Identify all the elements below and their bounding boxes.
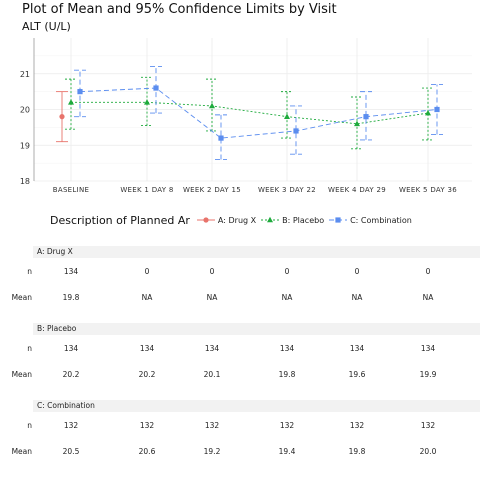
legend-key-marker xyxy=(267,216,274,223)
row-label: n xyxy=(27,421,32,430)
row-label: Mean xyxy=(11,370,32,379)
table-cell: NA xyxy=(422,293,434,302)
x-tick-label: WEEK 3 DAY 22 xyxy=(258,186,316,194)
table-cell: 20.2 xyxy=(62,370,80,379)
legend-label: B: Placebo xyxy=(282,215,325,225)
table-cell: NA xyxy=(351,293,363,302)
row-label: Mean xyxy=(11,293,32,302)
legend-key-marker xyxy=(335,217,341,223)
mean-point xyxy=(209,102,215,109)
series-line xyxy=(79,87,438,139)
table-cell: 134 xyxy=(139,344,155,353)
series-b-placebo xyxy=(65,76,434,150)
mean-point xyxy=(68,99,74,105)
x-tick-label: WEEK 4 DAY 29 xyxy=(328,186,386,194)
table-cell: 20.5 xyxy=(62,447,80,456)
mean-point xyxy=(77,89,83,95)
mean-point xyxy=(153,85,159,91)
mean-point xyxy=(293,128,299,134)
table-cell: 19.6 xyxy=(348,370,366,379)
table-cell: 20.0 xyxy=(419,447,437,456)
mean-point xyxy=(59,114,65,120)
table-cell: 20.6 xyxy=(138,447,156,456)
legend-item: B: Placebo xyxy=(260,215,324,225)
mean-point xyxy=(425,109,431,116)
table-cell: 132 xyxy=(139,421,155,430)
mean-point xyxy=(363,114,369,120)
x-tick-label: WEEK 2 DAY 15 xyxy=(183,186,241,194)
legend: Description of Planned Ar A: Drug X B: Pl… xyxy=(50,212,412,228)
table-cell: 134 xyxy=(420,344,436,353)
table-row: Mean 19.8 NA NA NA NA NA xyxy=(0,292,480,304)
group-header: C: Combination xyxy=(33,400,480,412)
table-cell: 0 xyxy=(144,267,150,276)
mean-point xyxy=(144,99,150,105)
table-cell: 134 xyxy=(279,344,295,353)
table-cell: 20.2 xyxy=(138,370,156,379)
table-cell: 132 xyxy=(63,421,79,430)
table-cell: 0 xyxy=(209,267,215,276)
table-cell: 19.8 xyxy=(278,370,296,379)
table-row: n 132 132 132 132 132 132 xyxy=(0,420,480,432)
table-cell: NA xyxy=(281,293,293,302)
legend-title: Description of Planned Ar xyxy=(50,213,190,227)
table-cell: 132 xyxy=(349,421,365,430)
x-tick-label: WEEK 5 DAY 36 xyxy=(399,186,457,194)
legend-label: A: Drug X xyxy=(217,215,257,225)
table-cell: NA xyxy=(141,293,153,302)
chart-title: Plot of Mean and 95% Confidence Limits b… xyxy=(22,2,337,17)
table-row: n 134 0 0 0 0 0 xyxy=(0,266,480,278)
table-cell: 19.4 xyxy=(278,447,296,456)
table-cell: 132 xyxy=(279,421,295,430)
table-cell: 0 xyxy=(354,267,360,276)
legend-label: C: Combination xyxy=(350,215,412,225)
y-tick-label: 21 xyxy=(20,70,30,79)
legend-key-marker xyxy=(203,217,209,223)
mean-point xyxy=(354,120,360,127)
mean-point xyxy=(434,106,440,113)
table-group: B: Placebo n 134 134 134 134 134 134 Mean 20.2 20.… xyxy=(0,323,480,400)
chart-subtitle: ALT (U/L) xyxy=(22,20,71,33)
x-tick-label: BASELINE xyxy=(53,186,89,194)
group-header: A: Drug X xyxy=(33,246,480,258)
y-tick-label: 20 xyxy=(20,106,30,115)
legend-item: C: Combination xyxy=(328,215,412,225)
table-row: Mean 20.5 20.6 19.2 19.4 19.8 20.0 xyxy=(0,446,480,458)
table-cell: 132 xyxy=(420,421,436,430)
table-cell: 134 xyxy=(63,267,79,276)
table-cell: 19.8 xyxy=(62,293,80,302)
legend-item: A: Drug X xyxy=(196,215,256,225)
y-tick-label: 19 xyxy=(20,141,30,150)
legend-key-icon xyxy=(329,217,348,223)
table-cell: 134 xyxy=(204,344,220,353)
table-cell: NA xyxy=(206,293,218,302)
row-label: n xyxy=(27,344,32,353)
table-group: C: Combination n 132 132 132 132 132 132 Mean 20.… xyxy=(0,400,480,477)
table-cell: 134 xyxy=(349,344,365,353)
x-tick-label: WEEK 1 DAY 8 xyxy=(120,186,173,194)
legend-key-icon xyxy=(261,216,280,223)
mean-point xyxy=(284,113,290,119)
row-label: Mean xyxy=(11,447,32,456)
group-header: B: Placebo xyxy=(33,323,480,335)
table-cell: 132 xyxy=(204,421,220,430)
table-cell: 134 xyxy=(63,344,79,353)
y-tick-label: 18 xyxy=(20,177,30,186)
table-cell: 0 xyxy=(425,267,431,276)
row-label: n xyxy=(27,267,32,276)
series-c-combination xyxy=(74,66,443,161)
table-cell: 19.8 xyxy=(348,447,366,456)
table-cell: 0 xyxy=(284,267,290,276)
table-row: n 134 134 134 134 134 134 xyxy=(0,343,480,355)
mean-point xyxy=(218,135,224,141)
plot-area: 18 19 20 21 BASELINE WEEK 1 DAY 8 WEEK 2 DAY 1… xyxy=(20,38,472,194)
table-cell: 19.2 xyxy=(203,447,221,456)
table-row: Mean 20.2 20.2 20.1 19.8 19.6 19.9 xyxy=(0,369,480,381)
table-cell: 20.1 xyxy=(203,370,221,379)
series-a-drug-x xyxy=(56,91,68,143)
legend-key-icon xyxy=(196,217,215,223)
table-cell: 19.9 xyxy=(419,370,437,379)
